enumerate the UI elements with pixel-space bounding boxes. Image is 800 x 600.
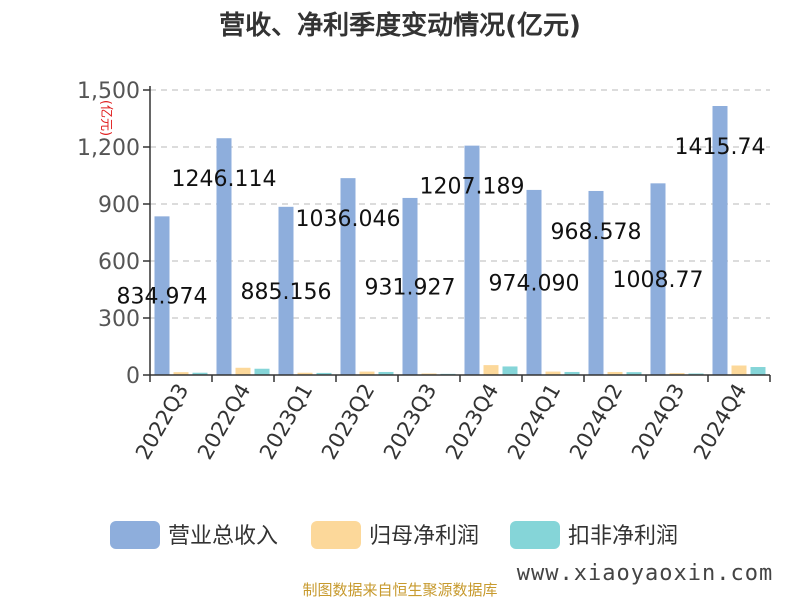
bar-deducted-net-profit-2022Q4 bbox=[254, 368, 270, 375]
x-tick-label-2022Q4: 2022Q4 bbox=[193, 380, 255, 464]
bar-net-profit-2023Q3 bbox=[421, 373, 437, 375]
data-label-revenue-2023Q4: 1207.189 bbox=[420, 175, 525, 200]
legend-swatch-2 bbox=[510, 521, 560, 549]
y-tick-label-2: 600 bbox=[98, 250, 140, 275]
y-tick-label-5: 1,500 bbox=[77, 79, 140, 104]
x-axis-ticks: 2022Q3 2022Q4 2023Q1 2023Q2 2023Q3 2023Q4 2024… bbox=[131, 375, 771, 464]
x-tick-label-2024Q4: 2024Q4 bbox=[689, 380, 751, 464]
legend-item-0[interactable]: 营业总收入 bbox=[110, 521, 278, 549]
bar-net-profit-2023Q4 bbox=[483, 365, 499, 375]
x-tick-label-2023Q1: 2023Q1 bbox=[255, 380, 317, 464]
data-label-revenue-2024Q4: 1415.74 bbox=[675, 135, 766, 160]
x-tick-label-2024Q3: 2024Q3 bbox=[627, 380, 689, 464]
bar-net-profit-2023Q1 bbox=[297, 372, 313, 375]
data-label-revenue-2023Q2: 1036.046 bbox=[296, 207, 401, 232]
bar-deducted-net-profit-2024Q4 bbox=[750, 367, 766, 375]
y-tick-label-4: 1,200 bbox=[77, 136, 140, 161]
bar-deducted-net-profit-2024Q3 bbox=[688, 373, 704, 375]
x-tick-label-2023Q3: 2023Q3 bbox=[379, 380, 441, 464]
axes bbox=[149, 86, 770, 376]
bar-net-profit-2023Q2 bbox=[359, 371, 375, 375]
y-tick-label-1: 300 bbox=[98, 307, 140, 332]
bar-deducted-net-profit-2024Q2 bbox=[626, 372, 642, 375]
chart-title: 营收、净利季度变动情况(亿元) bbox=[219, 10, 581, 41]
bar-revenue-2023Q1 bbox=[278, 206, 294, 375]
data-label-revenue-2022Q3: 834.974 bbox=[117, 285, 208, 310]
legend-label-0: 营业总收入 bbox=[168, 524, 278, 549]
bar-deducted-net-profit-2022Q3 bbox=[192, 372, 208, 375]
bar-revenue-2023Q2 bbox=[340, 178, 356, 375]
data-label-revenue-2023Q1: 885.156 bbox=[241, 280, 332, 305]
bar-deducted-net-profit-2024Q1 bbox=[564, 371, 580, 375]
y-axis-unit-label: (亿元) bbox=[98, 100, 113, 136]
bar-net-profit-2024Q1 bbox=[545, 371, 561, 375]
data-label-revenue-2024Q2: 968.578 bbox=[551, 220, 642, 245]
bar-revenue-2023Q3 bbox=[402, 197, 418, 375]
x-tick-label-2022Q3: 2022Q3 bbox=[131, 380, 193, 464]
data-labels: 834.974 1246.114 885.156 1036.046 931.927 120… bbox=[117, 135, 766, 310]
legend-label-1: 归母净利润 bbox=[369, 524, 479, 549]
bar-net-profit-2022Q4 bbox=[235, 367, 251, 375]
x-tick-label-2023Q4: 2023Q4 bbox=[441, 380, 503, 464]
legend[interactable]: 营业总收入 归母净利润 扣非净利润 bbox=[110, 521, 678, 549]
bar-net-profit-2024Q4 bbox=[731, 365, 747, 375]
source-note: 制图数据来自恒生聚源数据库 bbox=[302, 581, 497, 599]
bar-revenue-2022Q3 bbox=[154, 216, 170, 375]
bar-net-profit-2022Q3 bbox=[173, 372, 189, 375]
bar-revenue-2023Q4 bbox=[464, 145, 480, 375]
x-tick-label-2023Q2: 2023Q2 bbox=[317, 380, 379, 464]
legend-item-2[interactable]: 扣非净利润 bbox=[510, 521, 678, 549]
watermark: www.xiaoyaoxin.com bbox=[517, 561, 773, 586]
bar-revenue-2024Q2 bbox=[588, 190, 604, 375]
y-tick-label-0: 0 bbox=[126, 364, 140, 389]
x-tick-label-2024Q1: 2024Q1 bbox=[503, 380, 565, 464]
legend-swatch-0 bbox=[110, 521, 160, 549]
bar-deducted-net-profit-2023Q2 bbox=[378, 371, 394, 375]
data-label-revenue-2024Q3: 1008.77 bbox=[613, 268, 704, 293]
bar-net-profit-2024Q2 bbox=[607, 371, 623, 375]
x-tick-label-2024Q2: 2024Q2 bbox=[565, 380, 627, 464]
y-tick-label-3: 900 bbox=[98, 193, 140, 218]
bar-net-profit-2024Q3 bbox=[669, 373, 685, 375]
bar-revenue-2024Q4 bbox=[712, 106, 728, 375]
gridlines bbox=[150, 89, 770, 319]
bar-deducted-net-profit-2023Q1 bbox=[316, 372, 332, 375]
bar-revenue-2024Q3 bbox=[650, 183, 666, 375]
legend-swatch-1 bbox=[311, 521, 361, 549]
legend-item-1[interactable]: 归母净利润 bbox=[311, 521, 479, 549]
y-axis-ticks: 0 300 600 900 1,200 1,500 bbox=[77, 79, 150, 389]
bars bbox=[154, 106, 766, 375]
data-label-revenue-2024Q1: 974.090 bbox=[489, 271, 580, 296]
data-label-revenue-2022Q4: 1246.114 bbox=[172, 167, 277, 192]
bar-deducted-net-profit-2023Q4 bbox=[502, 366, 518, 375]
bar-revenue-2022Q4 bbox=[216, 138, 232, 375]
legend-label-2: 扣非净利润 bbox=[568, 524, 678, 549]
bar-revenue-2024Q1 bbox=[526, 189, 542, 375]
data-label-revenue-2023Q3: 931.927 bbox=[365, 275, 456, 300]
